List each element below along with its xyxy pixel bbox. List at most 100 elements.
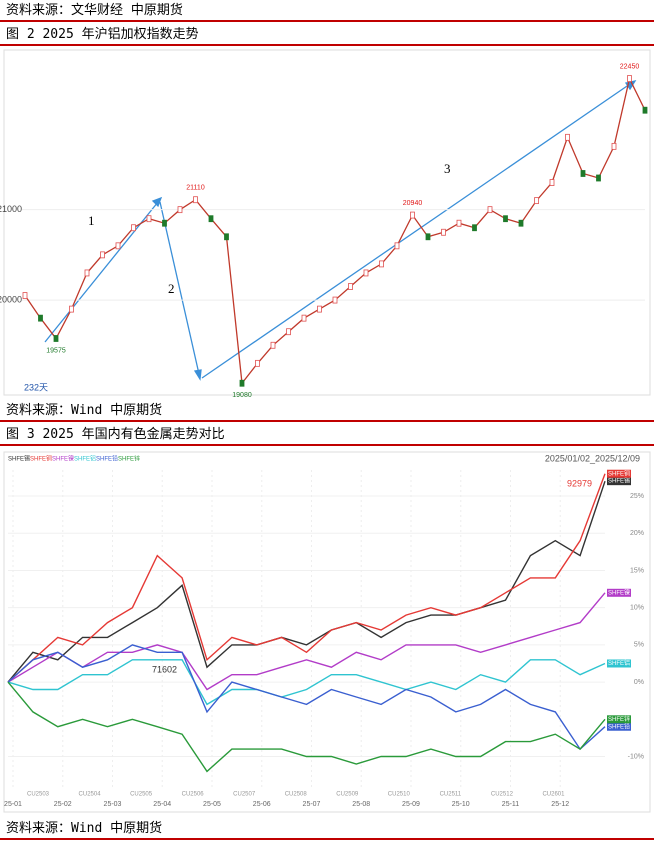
contract-label: CU2508 <box>285 792 308 798</box>
candle <box>425 233 431 241</box>
series-line <box>7 644 606 751</box>
candle <box>162 219 167 227</box>
x-tick-label: 25-05 <box>203 801 221 808</box>
candle <box>611 142 617 150</box>
candle <box>518 219 524 227</box>
candle <box>131 224 136 232</box>
note: 232天 <box>24 382 48 392</box>
annotation: 71602 <box>152 664 177 674</box>
chart: 1 2 3 232天 20000 21000 19575 21110 19080 2094… <box>0 49 651 398</box>
legend-entry: SHFE锡 <box>8 455 30 463</box>
figure-caption: 图 3 2025 年国内有色金属走势对比 <box>0 424 654 446</box>
candle <box>503 215 508 223</box>
candle <box>146 215 152 223</box>
contract-label: CU2506 <box>182 792 205 798</box>
frame <box>3 451 651 813</box>
source-note: 资料来源：Wind 中原期货 <box>0 400 654 422</box>
series-line <box>7 592 606 691</box>
annotation: 1 <box>88 213 95 228</box>
candle <box>239 379 245 387</box>
end-label-box <box>607 469 631 478</box>
series-line <box>7 681 606 773</box>
candle <box>549 179 555 186</box>
contract-label: CU2601 <box>542 792 565 798</box>
candle <box>534 197 539 205</box>
legend-entry: SHFE铜 <box>30 455 52 463</box>
source-note: 资料来源：Wind 中原期货 <box>0 818 654 840</box>
candle <box>627 75 632 82</box>
x-tick-label: 25-01 <box>4 801 22 808</box>
legend-entry: SHFE铝 <box>74 455 96 463</box>
candle <box>487 206 493 214</box>
candle <box>255 359 260 367</box>
legend-entry: SHFE镍 <box>52 455 74 463</box>
end-label-box <box>607 722 631 731</box>
contract-label: CU2503 <box>27 792 50 798</box>
candle <box>286 328 291 336</box>
candle <box>301 314 307 322</box>
candle <box>38 314 43 322</box>
legend-entry: SHFE锌 <box>118 455 140 463</box>
contract-label: CU2505 <box>130 792 153 798</box>
candle <box>224 233 229 241</box>
candle <box>642 106 648 114</box>
legend-label: SHFE锌 <box>608 715 630 723</box>
x-tick-label: 25-11 <box>502 801 519 808</box>
frame <box>3 49 651 396</box>
candle <box>100 251 105 259</box>
contract-label: CU2510 <box>388 792 411 798</box>
candle <box>22 292 28 299</box>
chart: 2025/01/02_2025/12/09 92979 71602 -10% 0%… <box>3 451 651 813</box>
contract-label: CU2507 <box>233 792 256 798</box>
candle <box>177 206 183 214</box>
candle <box>270 341 276 349</box>
chart-subtitle: 2025/01/02_2025/12/09 <box>545 453 640 463</box>
value-label: 20940 <box>403 200 423 207</box>
x-tick-label: 25-12 <box>551 801 569 808</box>
legend-label: SHFE镍 <box>608 588 630 596</box>
candle <box>410 211 415 219</box>
candle <box>441 228 446 236</box>
contract-label: CU2504 <box>79 792 102 798</box>
candle <box>379 260 384 268</box>
end-label-box <box>607 715 631 724</box>
series-line <box>7 480 606 683</box>
y-tick-label: -10% <box>628 753 644 760</box>
annotation: 2 <box>168 281 175 296</box>
candle <box>394 242 400 250</box>
legend-label: SHFE铅 <box>608 722 630 730</box>
y-tick-label: 5% <box>634 642 644 649</box>
legend-entry: SHFE铅 <box>96 455 118 463</box>
value-label: 19575 <box>46 347 66 354</box>
annotation: 92979 <box>567 478 592 488</box>
x-tick-label: 25-03 <box>104 801 122 808</box>
x-tick-label: 25-08 <box>352 801 370 808</box>
y-tick-label: 0% <box>634 679 644 686</box>
candle <box>332 296 338 304</box>
price-line <box>24 76 646 385</box>
series-line <box>7 473 606 683</box>
contract-label: CU2511 <box>440 792 462 798</box>
value-label: 19080 <box>232 392 252 398</box>
value-label: 21110 <box>186 185 205 192</box>
y-tick-label: 20% <box>630 530 644 537</box>
legend-label: SHFE铝 <box>608 659 630 667</box>
candle <box>208 215 214 223</box>
candle <box>69 305 74 313</box>
contract-label: CU2509 <box>336 792 359 798</box>
candle <box>565 133 570 141</box>
y-tick-label: 25% <box>630 493 644 500</box>
end-label-box <box>607 588 631 597</box>
candle <box>596 174 601 182</box>
y-tick-label: 21000 <box>0 204 22 214</box>
x-tick-label: 25-06 <box>253 801 271 808</box>
candle <box>348 283 353 290</box>
y-tick-label: 10% <box>630 605 644 612</box>
end-label-box <box>607 659 631 668</box>
candle <box>363 269 369 277</box>
contract-label: CU2512 <box>491 792 514 798</box>
annotation: 3 <box>444 161 451 176</box>
candle <box>84 269 90 277</box>
series-line <box>7 659 606 706</box>
candle <box>580 170 586 177</box>
